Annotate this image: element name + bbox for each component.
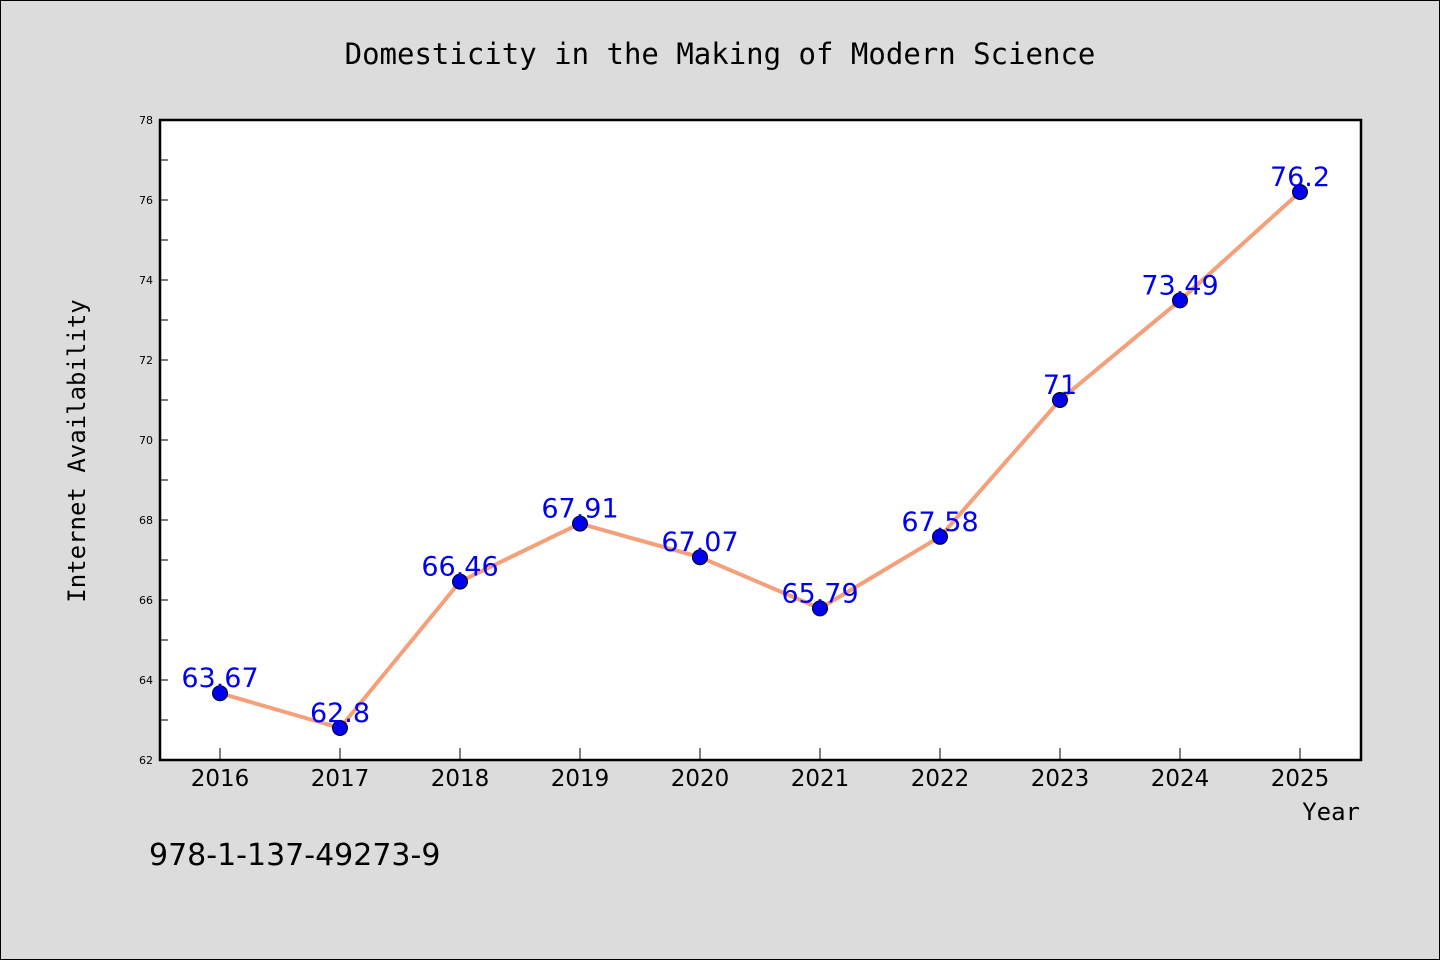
x-tick-label: 2024 <box>1151 766 1210 792</box>
x-axis-label: Year <box>1302 798 1360 826</box>
y-tick-label: 62 <box>139 754 153 767</box>
y-tick-label: 74 <box>139 274 153 287</box>
data-point <box>812 600 828 617</box>
x-tick-label: 2021 <box>791 766 850 792</box>
x-tick-label: 2016 <box>191 766 250 792</box>
plot-frame <box>158 118 1363 762</box>
data-label: 67.91 <box>541 494 618 525</box>
y-tick-label: 70 <box>139 434 153 447</box>
data-label: 76.2 <box>1270 162 1330 193</box>
x-axis: 2016 2017 2018 2019 2020 2021 2022 2023 2024 2025 <box>191 748 1330 792</box>
data-point <box>1292 184 1308 200</box>
y-tick-label: 68 <box>139 514 153 527</box>
data-label: 62.8 <box>310 698 370 729</box>
data-point <box>572 515 588 532</box>
data-point <box>1052 392 1068 408</box>
data-point <box>692 549 708 566</box>
data-label: 63.67 <box>181 663 258 694</box>
series-line <box>219 190 1302 730</box>
series-layer <box>212 184 1308 736</box>
data-label: 65.79 <box>781 578 858 609</box>
data-point <box>1172 292 1188 309</box>
data-label-layer: 63.67 62.8 66.46 67.91 67.07 65.79 67.58 71 73.4… <box>181 162 1330 729</box>
x-tick-label: 2025 <box>1271 766 1330 792</box>
x-tick-label: 2023 <box>1031 766 1090 792</box>
x-tick-label: 2018 <box>431 766 490 792</box>
data-label: 71 <box>1043 370 1077 401</box>
y-tick-label: 76 <box>139 194 153 207</box>
y-axis: 62 64 66 68 70 72 74 76 78 <box>139 114 168 767</box>
x-tick-label: 2017 <box>311 766 370 792</box>
isbn-footnote: 978-1-137-49273-9 <box>149 838 440 873</box>
data-point <box>212 685 228 702</box>
data-label: 67.58 <box>901 507 978 538</box>
x-tick-label: 2019 <box>551 766 610 792</box>
chart-title: Domesticity in the Making of Modern Scie… <box>345 37 1096 71</box>
data-point <box>332 720 348 736</box>
y-tick-label: 64 <box>139 674 153 687</box>
data-label: 73.49 <box>1141 270 1218 301</box>
y-tick-label: 72 <box>139 354 153 367</box>
y-tick-label: 66 <box>139 594 153 607</box>
data-point <box>932 528 948 545</box>
x-tick-label: 2020 <box>671 766 730 792</box>
data-label: 66.46 <box>421 552 498 583</box>
data-label: 67.07 <box>661 527 738 558</box>
plot-area <box>160 120 1361 760</box>
x-tick-label: 2022 <box>911 766 970 792</box>
data-point <box>452 573 468 590</box>
y-tick-label: 78 <box>139 114 153 127</box>
y-axis-label: Internet Availability <box>63 299 91 602</box>
